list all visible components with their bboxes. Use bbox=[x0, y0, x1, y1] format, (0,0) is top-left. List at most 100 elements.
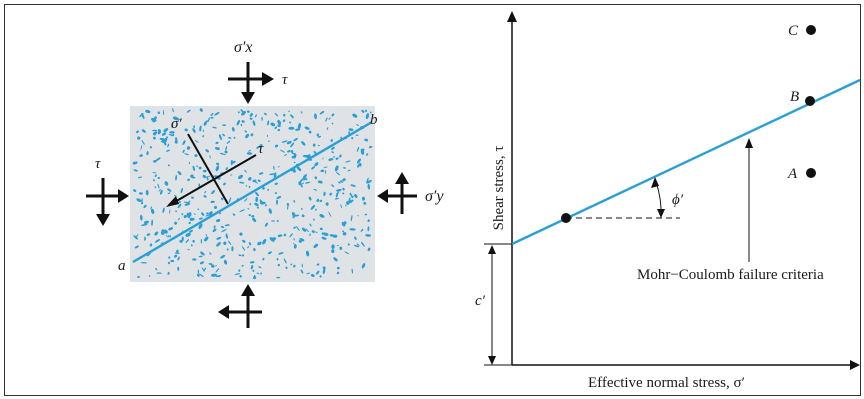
soil-grain bbox=[209, 252, 212, 255]
soil-grain bbox=[254, 114, 257, 118]
soil-grain bbox=[335, 157, 339, 160]
soil-grain bbox=[283, 113, 286, 117]
bottom-left-arrowhead-icon bbox=[218, 305, 229, 319]
soil-grain bbox=[146, 151, 149, 156]
soil-grain bbox=[222, 133, 225, 137]
soil-grain bbox=[239, 181, 245, 184]
soil-grain bbox=[367, 219, 370, 222]
soil-grain bbox=[256, 206, 259, 209]
soil-grain bbox=[320, 169, 325, 173]
point-a-label: a bbox=[118, 258, 126, 274]
soil-grain bbox=[268, 208, 272, 214]
soil-grain bbox=[205, 149, 209, 153]
soil-grain bbox=[268, 140, 270, 142]
soil-grain bbox=[137, 136, 141, 140]
soil-grain bbox=[290, 114, 294, 119]
soil-grain bbox=[351, 195, 354, 199]
x-axis-arrowhead-icon bbox=[850, 360, 860, 370]
soil-grain bbox=[135, 234, 139, 238]
soil-grain bbox=[282, 119, 286, 123]
soil-grain bbox=[134, 161, 138, 165]
soil-grain bbox=[157, 111, 161, 115]
soil-grain bbox=[350, 215, 353, 222]
soil-grain bbox=[225, 145, 228, 151]
soil-grain bbox=[253, 276, 257, 280]
soil-grain bbox=[149, 243, 153, 247]
soil-grain bbox=[299, 178, 304, 183]
soil-grain bbox=[309, 233, 311, 237]
soil-grain bbox=[267, 120, 270, 126]
soil-grain bbox=[177, 217, 180, 221]
soil-grain bbox=[153, 179, 155, 182]
soil-grain bbox=[224, 224, 230, 227]
soil-grain bbox=[315, 231, 318, 234]
soil-grain bbox=[227, 240, 232, 245]
soil-grain bbox=[241, 264, 244, 267]
soil-grain bbox=[300, 111, 303, 114]
soil-grain bbox=[194, 154, 198, 158]
soil-grain bbox=[258, 266, 262, 269]
soil-grain bbox=[290, 150, 294, 153]
soil-grain bbox=[167, 234, 170, 238]
soil-grain bbox=[176, 249, 179, 253]
soil-grain bbox=[187, 248, 190, 251]
soil-grain bbox=[241, 120, 245, 123]
soil-grain bbox=[248, 150, 252, 152]
soil-grain bbox=[277, 166, 280, 168]
soil-grain bbox=[175, 210, 177, 213]
soil-grain bbox=[276, 199, 278, 205]
soil-grain bbox=[267, 188, 270, 191]
soil-grain bbox=[325, 117, 328, 122]
soil-grain bbox=[177, 170, 182, 176]
soil-grain bbox=[277, 124, 281, 127]
soil-grain bbox=[136, 130, 139, 134]
soil-grain bbox=[326, 202, 329, 205]
soil-grain bbox=[301, 182, 305, 185]
soil-grain bbox=[292, 168, 296, 173]
soil-grain bbox=[215, 165, 220, 172]
soil-grain bbox=[305, 250, 310, 257]
soil-grain bbox=[226, 248, 229, 251]
cohesion-label: c′ bbox=[475, 293, 486, 309]
soil-grain bbox=[361, 263, 366, 269]
soil-grain bbox=[192, 239, 195, 243]
soil-grain bbox=[220, 197, 224, 201]
soil-grain bbox=[349, 192, 353, 198]
soil-grain bbox=[288, 110, 290, 113]
soil-grain bbox=[209, 155, 211, 159]
soil-grain bbox=[324, 170, 327, 175]
soil-grain bbox=[336, 271, 340, 275]
soil-grain bbox=[343, 167, 346, 169]
soil-grain bbox=[154, 186, 157, 189]
soil-grain bbox=[158, 129, 161, 133]
soil-grain bbox=[250, 133, 254, 137]
soil-grain bbox=[262, 238, 267, 245]
soil-grain bbox=[175, 137, 178, 143]
soil-grain bbox=[314, 113, 317, 120]
soil-grain bbox=[253, 248, 256, 252]
soil-grain bbox=[365, 153, 369, 156]
top-right-arrowhead-icon bbox=[262, 72, 274, 86]
soil-grain bbox=[205, 234, 208, 237]
soil-grain bbox=[298, 240, 302, 243]
soil-grain bbox=[198, 217, 203, 220]
soil-grain bbox=[143, 204, 147, 209]
soil-grain bbox=[198, 273, 204, 278]
soil-grain bbox=[198, 255, 203, 258]
right-left-arrowhead-icon bbox=[377, 189, 388, 203]
failure-plane-line bbox=[132, 120, 373, 264]
soil-grain bbox=[215, 141, 219, 145]
soil-grain bbox=[328, 117, 331, 120]
soil-grain bbox=[313, 243, 319, 249]
soil-grain bbox=[341, 181, 344, 183]
soil-grain bbox=[154, 231, 159, 236]
soil-grain bbox=[276, 196, 282, 199]
soil-grain bbox=[224, 150, 228, 154]
soil-grain bbox=[163, 229, 168, 234]
soil-grain bbox=[316, 270, 320, 275]
mohr-coulomb-graph: C B A ϕ′ c′ Mohr−Coulomb failure criteri… bbox=[475, 11, 861, 391]
soil-grain bbox=[293, 264, 296, 268]
soil-grain bbox=[166, 149, 170, 152]
soil-grain bbox=[180, 187, 183, 194]
soil-grain bbox=[364, 213, 368, 216]
